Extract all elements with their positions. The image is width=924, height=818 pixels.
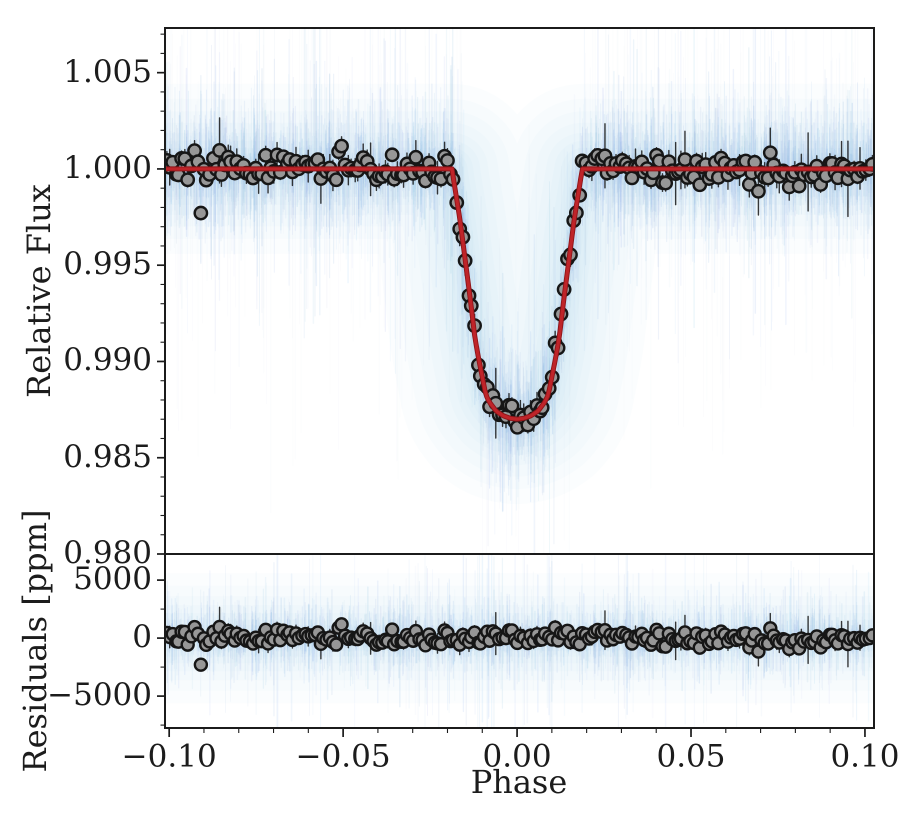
flux-ytick-label: 0.980 xyxy=(63,535,152,572)
residuals-ytick-label: 5000 xyxy=(73,561,152,598)
flux-ytick-label: 0.990 xyxy=(63,342,152,379)
flux-ytick-label: 0.995 xyxy=(63,246,152,283)
flux-ytick-label: 0.985 xyxy=(63,438,152,475)
residuals-ytick-label: −5000 xyxy=(47,677,152,714)
residuals-axis-title: Residuals [ppm] xyxy=(16,509,55,773)
phase-xtick-label: 0.00 xyxy=(482,738,552,775)
phase-xtick-label: 0.10 xyxy=(830,738,900,775)
phase-xtick-label: −0.05 xyxy=(295,738,391,775)
phase-xtick-label: −0.10 xyxy=(121,738,217,775)
phase-axis-title: Phase xyxy=(470,763,568,802)
flux-ytick-label: 1.000 xyxy=(63,149,152,186)
phase-xtick-label: 0.05 xyxy=(656,738,726,775)
flux-axis-title: Relative Flux xyxy=(20,184,59,398)
residuals-ytick-label: 0 xyxy=(132,619,152,656)
flux-ytick-label: 1.005 xyxy=(63,53,152,90)
